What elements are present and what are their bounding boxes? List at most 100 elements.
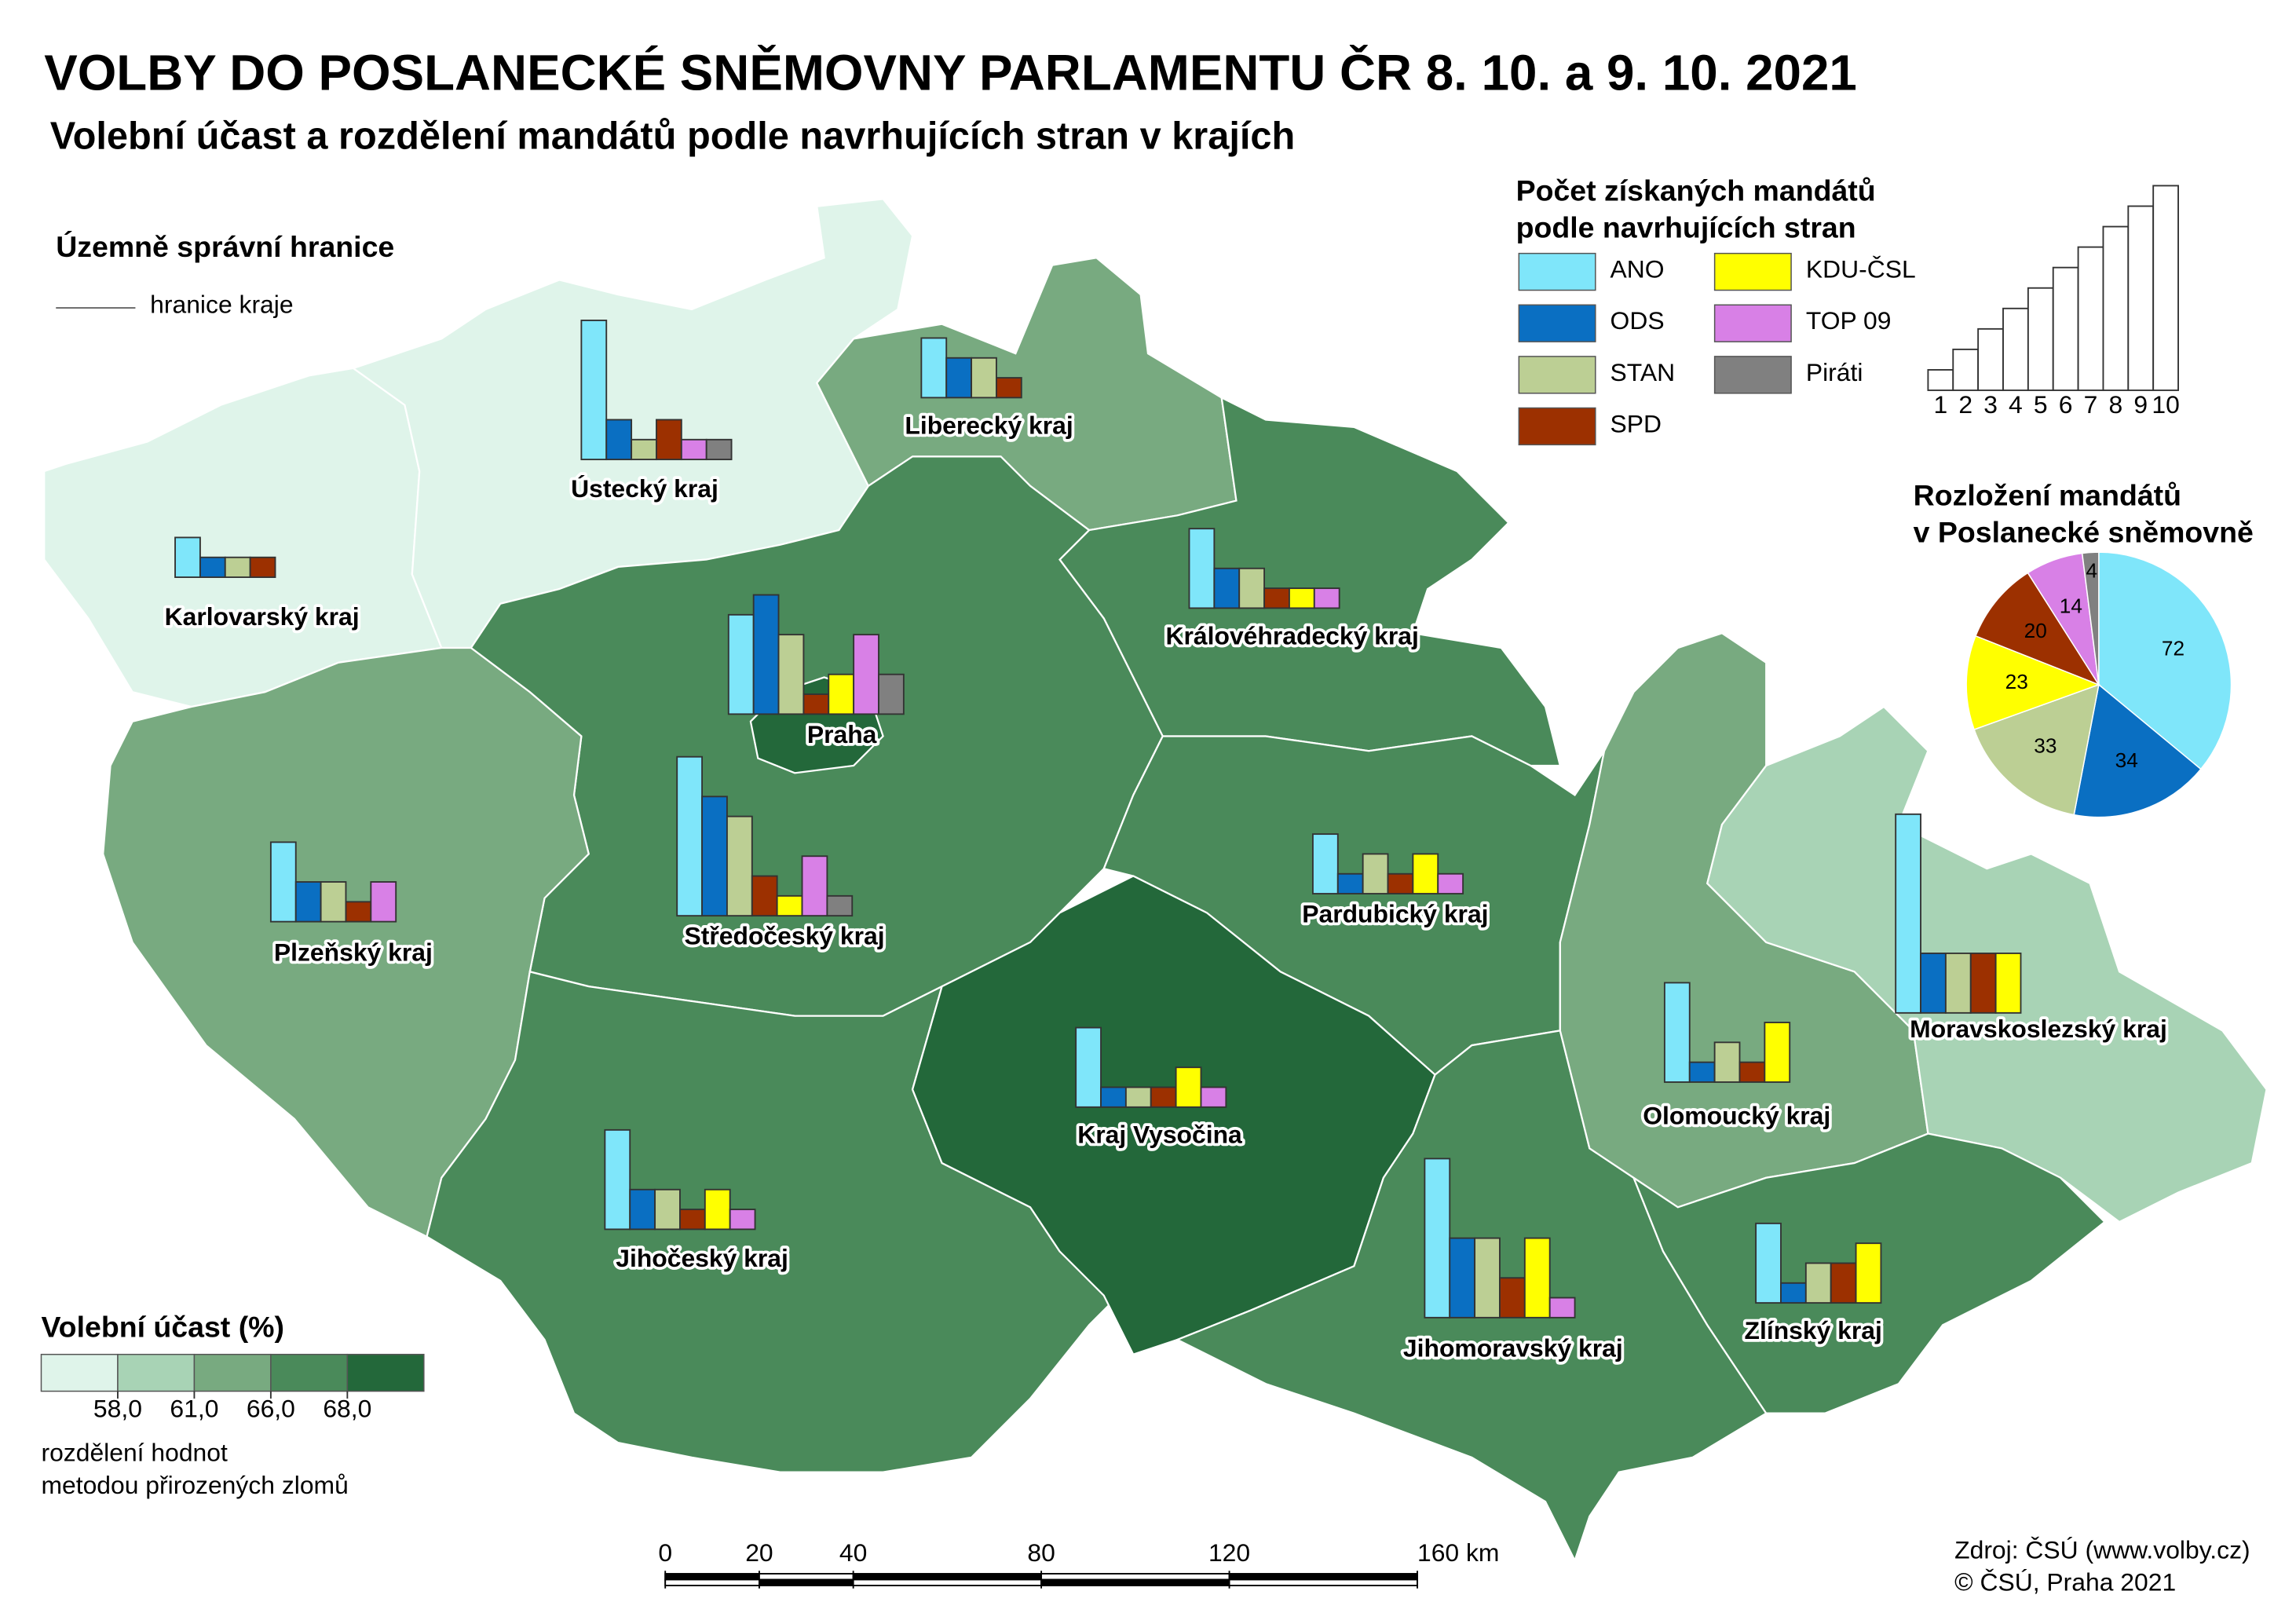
seat-bar bbox=[801, 855, 828, 917]
seat-bar bbox=[1100, 1086, 1127, 1108]
region-label: Královéhradecký kraj bbox=[1166, 621, 1419, 649]
scale-segment bbox=[852, 1573, 1043, 1581]
pie-slice bbox=[2073, 683, 2202, 818]
scale-segment bbox=[1040, 1573, 1230, 1581]
seat-bar bbox=[1213, 567, 1241, 609]
seat-bar bbox=[1755, 1222, 1782, 1304]
title: VOLBY DO POSLANECKÉ SNĚMOVNY PARLAMENTU … bbox=[44, 45, 1857, 101]
scale-segment bbox=[1228, 1573, 1418, 1581]
pie-label: 33 bbox=[2034, 733, 2057, 757]
legend-swatch bbox=[1713, 252, 1792, 291]
seat-bar bbox=[370, 881, 397, 923]
seat-bar bbox=[249, 556, 276, 578]
pie-label: 34 bbox=[2115, 748, 2138, 772]
seat-bar bbox=[1188, 528, 1216, 609]
seat-bar bbox=[1424, 1158, 1451, 1319]
seat-bar bbox=[705, 438, 733, 461]
seat-bar bbox=[174, 536, 201, 578]
legend-label: TOP 09 bbox=[1806, 306, 1892, 335]
scale-segment bbox=[852, 1578, 1043, 1586]
region-label: Jihomoravský kraj bbox=[1403, 1334, 1623, 1362]
seat-scale-label: 4 bbox=[2009, 390, 2023, 419]
scale-label: 160 km bbox=[1417, 1538, 1499, 1567]
seat-bar bbox=[727, 613, 755, 715]
legend-label: KDU-ČSL bbox=[1806, 255, 1916, 283]
seat-bar bbox=[1738, 1061, 1766, 1083]
seat-scale-step bbox=[1927, 369, 1954, 391]
seat-bar bbox=[224, 556, 251, 578]
seat-scale-label: 5 bbox=[2034, 390, 2048, 419]
seat-bar bbox=[704, 1188, 731, 1231]
seat-bar bbox=[1449, 1237, 1476, 1319]
seat-bar bbox=[1688, 1061, 1716, 1083]
seats-legend-title: Počet získaných mandátů bbox=[1516, 174, 1876, 207]
region-area bbox=[426, 970, 1121, 1473]
boundary-legend-item: hranice kraje bbox=[150, 291, 293, 319]
seat-scale-label: 9 bbox=[2133, 390, 2148, 419]
seat-bar bbox=[1200, 1086, 1227, 1108]
seat-bar bbox=[1994, 953, 2022, 1014]
seat-bar bbox=[680, 438, 707, 461]
seat-bar bbox=[605, 419, 633, 461]
seat-scale-label: 1 bbox=[1933, 390, 1947, 419]
scale-label: 20 bbox=[745, 1538, 773, 1567]
legend-label: ANO bbox=[1610, 255, 1665, 283]
subtitle: Volební účast a rozdělení mandátů podle … bbox=[50, 115, 1296, 157]
scale-label: 120 bbox=[1208, 1538, 1250, 1567]
seat-scale-step bbox=[2002, 307, 2029, 391]
turnout-note: rozdělení hodnot bbox=[41, 1439, 228, 1467]
legend-swatch bbox=[1713, 304, 1792, 342]
seat-bar bbox=[751, 875, 778, 917]
seat-bar bbox=[654, 1188, 681, 1231]
seat-bar bbox=[1920, 953, 1947, 1014]
seat-bar bbox=[1124, 1086, 1152, 1108]
source: © ČSÚ, Praha 2021 bbox=[1954, 1568, 2176, 1597]
scale-segment bbox=[1228, 1578, 1418, 1586]
pie-title: Rozložení mandátů bbox=[1914, 479, 2181, 512]
region-label: Plzeňský kraj bbox=[274, 938, 433, 966]
seat-scale-step bbox=[2152, 185, 2179, 391]
pie-label: 14 bbox=[2060, 594, 2082, 617]
seat-bar bbox=[269, 841, 297, 923]
turnout-swatch bbox=[40, 1353, 119, 1392]
turnout-swatch bbox=[117, 1353, 196, 1392]
seat-scale-label: 6 bbox=[2059, 390, 2073, 419]
pie-slice bbox=[1965, 635, 2100, 730]
boundary-legend-title: Územně správní hranice bbox=[56, 230, 394, 263]
seat-bar bbox=[320, 881, 347, 923]
seat-bar bbox=[752, 594, 780, 715]
pie-label: 20 bbox=[2024, 619, 2047, 642]
seat-bar bbox=[803, 693, 830, 715]
seat-bar bbox=[1764, 1022, 1791, 1083]
region-label: Liberecký kraj bbox=[905, 411, 1073, 439]
seat-bar bbox=[853, 634, 879, 715]
seat-bar bbox=[1336, 872, 1364, 894]
seat-scale-step bbox=[1952, 348, 1980, 391]
turnout-break-label: 68,0 bbox=[323, 1394, 371, 1422]
turnout-note: metodou přirozených zlomů bbox=[41, 1471, 348, 1499]
seat-scale-step bbox=[2077, 246, 2104, 391]
seat-bar bbox=[1362, 853, 1389, 894]
seat-scale-label: 10 bbox=[2152, 390, 2179, 419]
legend-label: Piráti bbox=[1806, 358, 1863, 386]
region-label: Pardubický kraj bbox=[1302, 900, 1488, 928]
turnout-swatch bbox=[346, 1353, 425, 1392]
region-label: Jihočeský kraj bbox=[616, 1244, 788, 1272]
seat-bar bbox=[604, 1128, 631, 1231]
legend-swatch bbox=[1518, 252, 1596, 291]
seat-scale-label: 7 bbox=[2084, 390, 2098, 419]
seat-bar bbox=[996, 377, 1022, 399]
legend-swatch bbox=[1518, 304, 1596, 342]
scale-segment bbox=[758, 1578, 854, 1586]
pie-slice bbox=[2098, 551, 2232, 770]
scale-segment bbox=[664, 1573, 760, 1581]
seat-scale-step bbox=[2027, 287, 2054, 391]
seat-scale-step bbox=[1977, 327, 2004, 391]
seat-bar bbox=[1311, 833, 1339, 894]
seat-bar bbox=[826, 894, 854, 917]
region-label: Olomoucký kraj bbox=[1643, 1101, 1830, 1129]
turnout-break-label: 66,0 bbox=[247, 1394, 295, 1422]
pie-label: 4 bbox=[2086, 559, 2098, 583]
scale-label: 0 bbox=[658, 1538, 672, 1567]
seat-bar bbox=[1548, 1297, 1576, 1319]
